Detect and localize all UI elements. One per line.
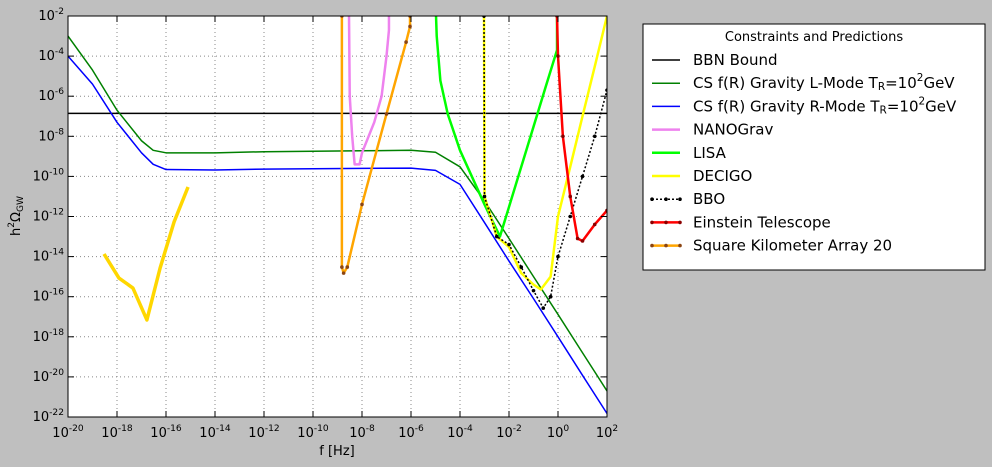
y-tick-label: 10-18​ <box>33 327 65 344</box>
y-tick-label: 10-14​ <box>33 247 65 264</box>
series-line <box>102 186 190 322</box>
legend-marker <box>664 243 668 248</box>
axes: 10-20​ 10-18​ 10-16​ 10-14​ 10-12​ 10-10​ 10-8… <box>33 7 619 441</box>
y-tick-label: 10-4​ <box>38 47 64 64</box>
series-marker <box>384 112 389 116</box>
series-marker <box>575 236 580 241</box>
series-marker <box>345 265 350 269</box>
series-marker <box>592 134 597 139</box>
legend-marker <box>650 197 654 201</box>
series-marker <box>341 271 346 275</box>
y-tick-label: 10-8​ <box>38 127 64 144</box>
series-marker <box>507 242 511 247</box>
legend-label: CS f(R) Gravity R-Mode TR​=102​GeV <box>693 95 957 116</box>
legend-marker <box>650 220 654 225</box>
x-tick-label: 10-16​ <box>150 424 182 441</box>
legend-label: Einstein Telescope <box>693 213 831 231</box>
legend-label: BBN Bound <box>693 51 778 69</box>
series-marker <box>556 54 560 58</box>
series-marker <box>561 134 565 139</box>
x-tick-label: 10-6​ <box>398 424 424 441</box>
legend-label: CS f(R) Gravity L-Mode TR​=102​GeV <box>693 72 955 93</box>
legend-label: DECIGO <box>693 167 752 185</box>
y-tick-label: 10-10​ <box>33 167 65 184</box>
y-tick-label: 10-22​ <box>33 408 64 425</box>
series-marker <box>408 24 412 29</box>
x-tick-label: 102​ <box>596 424 618 441</box>
series-marker <box>340 265 344 269</box>
legend-label: LISA <box>693 143 727 161</box>
x-tick-label: 10-4​ <box>447 424 473 441</box>
series-marker <box>580 174 585 179</box>
legend-marker <box>664 220 668 225</box>
legend-marker <box>650 243 654 248</box>
x-tick-label: 10-10​ <box>297 424 329 441</box>
legend-label: NANOGrav <box>693 120 773 138</box>
y-tick-label: 10-6​ <box>38 87 64 104</box>
y-tick-label: 10-20​ <box>33 367 65 384</box>
legend-marker <box>678 220 682 225</box>
series-marker <box>494 234 499 239</box>
y-tick-label: 10-2​ <box>38 7 64 24</box>
series-line <box>555 16 607 243</box>
x-tick-label: 10-20​ <box>52 424 84 441</box>
series-line <box>68 55 607 414</box>
legend-label: Square Kilometer Array 20 <box>693 236 892 254</box>
x-tick-label: 10-18​ <box>101 424 133 441</box>
legend-marker <box>678 243 682 248</box>
series-marker <box>404 40 408 44</box>
series-marker <box>592 222 597 227</box>
legend-box <box>642 23 986 271</box>
series-marker <box>556 254 560 259</box>
legend: BBN Bound CS f(R) Gravity L-Mode TR​=102​… <box>650 51 957 254</box>
x-tick-label: 10-14​ <box>199 424 231 441</box>
x-tick-label: 10-2​ <box>496 424 522 441</box>
series-line <box>347 16 391 166</box>
series-marker <box>531 288 536 293</box>
series-marker <box>580 239 585 243</box>
y-axis-label: h2​ΩGW​ <box>7 196 26 236</box>
x-axis-label: f [Hz] <box>319 444 354 459</box>
x-tick-label: 100​ <box>547 424 570 441</box>
legend-label: BBO <box>693 190 725 208</box>
y-tick-label: 10-16​ <box>33 287 65 304</box>
series-marker <box>548 294 553 299</box>
x-tick-label: 10-8​ <box>349 424 375 441</box>
plot-area <box>68 16 607 417</box>
x-tick-label: 10-12​ <box>248 424 279 441</box>
series-marker <box>360 202 364 207</box>
y-tick-label: 10-12​ <box>33 207 64 224</box>
series-layer <box>68 16 607 414</box>
legend-marker <box>678 197 682 201</box>
series-marker <box>541 306 546 310</box>
series-marker <box>568 194 573 199</box>
series-marker <box>482 194 487 199</box>
series-marker <box>519 265 524 269</box>
series-marker <box>568 214 573 219</box>
legend-title: Constraints and Predictions <box>725 30 903 45</box>
legend-marker <box>664 197 668 201</box>
